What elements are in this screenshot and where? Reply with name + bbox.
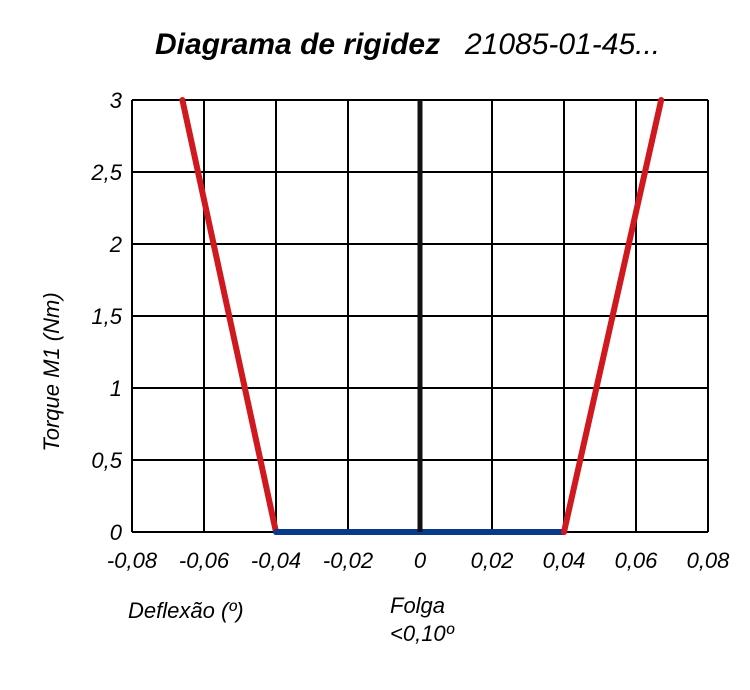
chart-title: Diagrama de rigidez [155,28,441,61]
y-tick-label: 0,5 [91,448,122,473]
x-tick-label: -0,06 [179,548,230,573]
y-tick-label: 2,5 [90,160,122,185]
backlash-annotation-value: <0,10º [390,621,454,646]
y-tick-label: 1 [110,376,122,401]
x-tick-label: -0,04 [251,548,301,573]
stiffness-series-line [561,97,665,535]
x-tick-label: 0,06 [615,548,659,573]
x-tick-label: 0,08 [687,548,731,573]
tick-labels: -0,08 -0,06 -0,04 -0,02 0 0,02 0,04 0,06 0,08 0 0,… [90,88,730,573]
y-tick-label: 3 [110,88,123,113]
chart-code: 21085-01-45... [465,28,661,61]
y-tick-label: 1,5 [91,304,122,329]
y-tick-label: 0 [110,520,123,545]
x-tick-label: 0,02 [471,548,514,573]
backlash-annotation-title: Folga [390,593,446,618]
y-tick-label: 2 [109,232,122,257]
x-tick-label: -0,08 [107,548,158,573]
x-tick-label: 0,04 [543,548,586,573]
y-axis-label: Torque M1 (Nm) [39,292,64,452]
stiffness-series-line [179,97,279,535]
backlash-annotation: Folga <0,10º [390,592,454,648]
x-tick-label: -0,02 [323,548,373,573]
x-tick-label: 0 [414,548,427,573]
x-axis-label: Deflexão (º) [128,598,244,623]
